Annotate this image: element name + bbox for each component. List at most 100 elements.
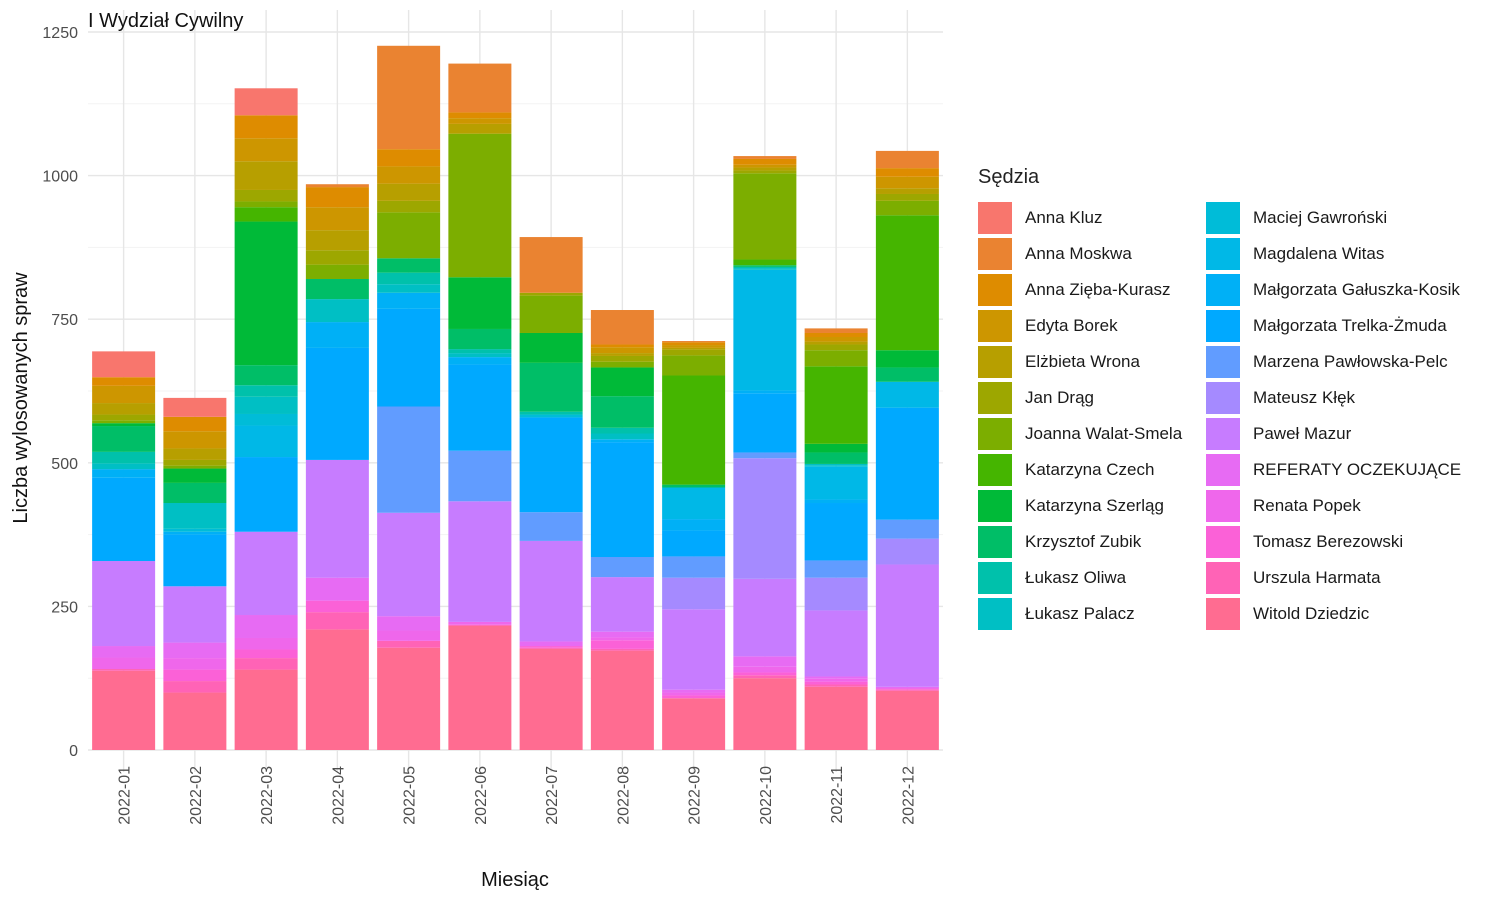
bar-segment xyxy=(875,538,939,565)
bar-segment xyxy=(448,450,512,502)
bar-segment xyxy=(733,390,797,394)
bar-segment xyxy=(590,367,654,397)
legend-label: Anna Moskwa xyxy=(1025,244,1132,263)
bar-segment xyxy=(662,349,726,356)
bar-segment xyxy=(377,640,441,648)
legend-swatch xyxy=(1206,346,1240,378)
bar-segment xyxy=(662,698,726,750)
bar-segment xyxy=(804,503,868,561)
bar-segment xyxy=(163,692,227,750)
legend-swatch xyxy=(978,526,1012,558)
bar-segment xyxy=(590,344,654,348)
legend-swatch xyxy=(978,346,1012,378)
legend-swatch xyxy=(1206,562,1240,594)
bar-segment xyxy=(377,200,441,213)
bar-segment xyxy=(733,678,797,750)
bar-segment xyxy=(519,237,583,293)
bar-segment xyxy=(590,347,654,354)
bar-segment xyxy=(519,647,583,649)
bar-segment xyxy=(662,341,726,343)
legend-swatch xyxy=(1206,310,1240,342)
bar-segment xyxy=(305,629,369,750)
bar-segment xyxy=(234,88,298,116)
x-tick-label: 2022-06 xyxy=(473,766,490,825)
bar-segment xyxy=(448,277,512,329)
legend-label: Urszula Harmata xyxy=(1253,568,1381,587)
bar-segment xyxy=(234,413,298,426)
bar-segment xyxy=(662,345,726,348)
bar-segment xyxy=(163,416,227,432)
bar-segment xyxy=(519,646,583,648)
bar-segment xyxy=(448,625,512,750)
bar-segment xyxy=(875,193,939,201)
bar-segment xyxy=(875,689,939,691)
bar-segment xyxy=(519,512,583,541)
legend-label: Katarzyna Czech xyxy=(1025,460,1155,479)
bar-segment xyxy=(377,616,441,631)
bar-segment xyxy=(305,612,369,630)
bar-segment xyxy=(448,328,512,350)
legend-swatch xyxy=(1206,454,1240,486)
bar-segment xyxy=(804,577,868,611)
bar-segment xyxy=(234,649,298,659)
legend-swatch xyxy=(978,382,1012,414)
y-tick-label: 500 xyxy=(51,456,78,473)
bar-segment xyxy=(377,149,441,167)
bar-segment xyxy=(519,411,583,415)
legend-swatch xyxy=(978,454,1012,486)
legend-label: Mateusz Kłęk xyxy=(1253,388,1356,407)
bar-segment xyxy=(305,577,369,601)
x-tick-label: 2022-11 xyxy=(829,766,846,824)
bar-segment xyxy=(733,265,797,267)
bar-segment xyxy=(92,414,156,421)
legend-label: REFERATY OCZEKUJĄCE xyxy=(1253,460,1462,479)
bar-segment xyxy=(733,167,797,171)
bar-segment xyxy=(662,342,726,346)
y-tick-label: 250 xyxy=(51,599,78,616)
legend-swatch xyxy=(1206,382,1240,414)
bar-segment xyxy=(92,669,156,671)
bar-segment xyxy=(448,112,512,119)
bar-segment xyxy=(92,561,156,647)
bar-segment xyxy=(305,299,369,323)
bar-segment xyxy=(875,564,939,687)
bar-segment xyxy=(305,322,369,348)
bar-segment xyxy=(875,519,939,539)
bar-segment xyxy=(804,499,868,504)
axes: 0 250 500 750 1000 1250 2022-01 2022-02 2022-03 2… xyxy=(42,25,917,825)
bar-segment xyxy=(804,341,868,345)
bar-segment xyxy=(377,284,441,293)
bar-segment xyxy=(234,115,298,139)
bar-segment xyxy=(305,264,369,279)
bar-segment xyxy=(590,637,654,641)
bar-segment xyxy=(305,347,369,460)
bar-segment xyxy=(733,458,797,579)
bar-segment xyxy=(92,420,156,424)
legend-label: Witold Dziedzic xyxy=(1253,604,1370,623)
legend-label: Łukasz Oliwa xyxy=(1025,568,1127,587)
bar-segment xyxy=(733,672,797,676)
bar-segment xyxy=(377,308,441,407)
bar-segment xyxy=(804,610,868,677)
bar-segment xyxy=(92,423,156,427)
bar-segment xyxy=(234,457,298,532)
legend-label: Anna Zięba-Kurasz xyxy=(1025,280,1171,299)
bar-segment xyxy=(875,215,939,351)
bar-segment xyxy=(92,377,156,386)
legend-label: Edyta Borek xyxy=(1025,316,1118,335)
legend-label: Elżbieta Wrona xyxy=(1025,352,1140,371)
bar-segment xyxy=(92,351,156,378)
bar-segment xyxy=(875,367,939,382)
bar-segment xyxy=(519,540,583,642)
bar-segment xyxy=(163,468,227,483)
bar-segment xyxy=(234,221,298,366)
bar-segment xyxy=(662,347,726,350)
legend-swatch xyxy=(978,562,1012,594)
bar-segment xyxy=(875,150,939,169)
bar-segment xyxy=(448,357,512,365)
bar-segment xyxy=(377,212,441,259)
bar-segment xyxy=(733,656,797,667)
bar-segment xyxy=(519,417,583,513)
bar-segment xyxy=(163,681,227,693)
bar-segment xyxy=(305,187,369,208)
